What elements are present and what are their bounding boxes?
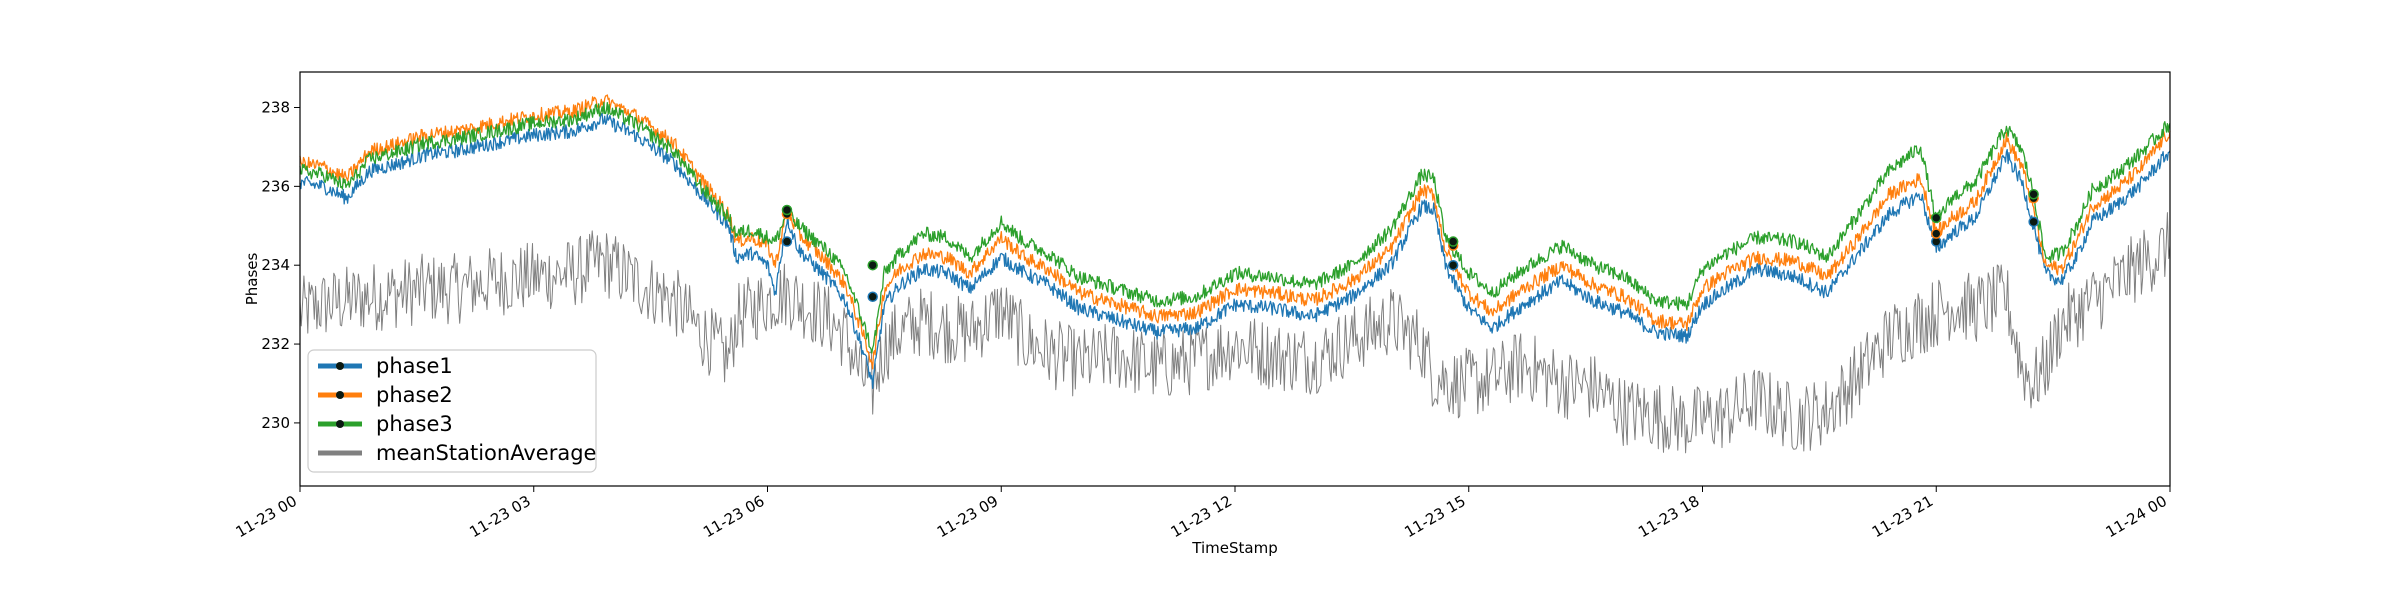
y-tick-label: 236 [261,177,290,195]
marker-point [2028,216,2039,228]
legend-label-phase2: phase2 [376,383,453,407]
y-tick-label: 234 [261,256,290,274]
marker-point [1931,228,1942,239]
y-axis-label: Phases [243,253,261,306]
y-tick-label: 232 [261,335,290,353]
legend-marker-phase1 [336,362,344,370]
y-axis: 230 232 234 236 238 [261,98,300,432]
marker-layer [781,188,2039,302]
series-line-meanStationAverage [299,212,2171,454]
marker-point [1931,212,1942,224]
marker-point [1447,259,1459,271]
marker-point [2028,188,2039,200]
series-line-phase1 [299,112,2171,389]
series-line-phase2 [299,94,2171,370]
series-line-phase3 [299,101,2171,354]
marker-point [781,236,793,247]
legend-items: phase1 phase2 phase3 meanStationAverage [318,354,596,465]
marker-point [867,259,878,271]
legend: phase1 phase2 phase3 meanStationAverage [307,349,597,473]
series-layer [299,94,2171,454]
legend-label-meanStationAverage: meanStationAverage [376,441,596,465]
marker-point [867,291,878,302]
marker-point [781,204,793,216]
legend-marker-phase2 [336,391,344,399]
y-tick-label: 238 [261,98,290,116]
x-axis-label: TimeStamp [1191,539,1277,557]
legend-box [307,349,597,473]
y-tick-label: 230 [261,414,290,432]
marker-point [1447,236,1459,247]
legend-label-phase1: phase1 [376,354,453,378]
legend-marker-phase3 [336,420,344,428]
legend-label-phase3: phase3 [376,412,453,436]
